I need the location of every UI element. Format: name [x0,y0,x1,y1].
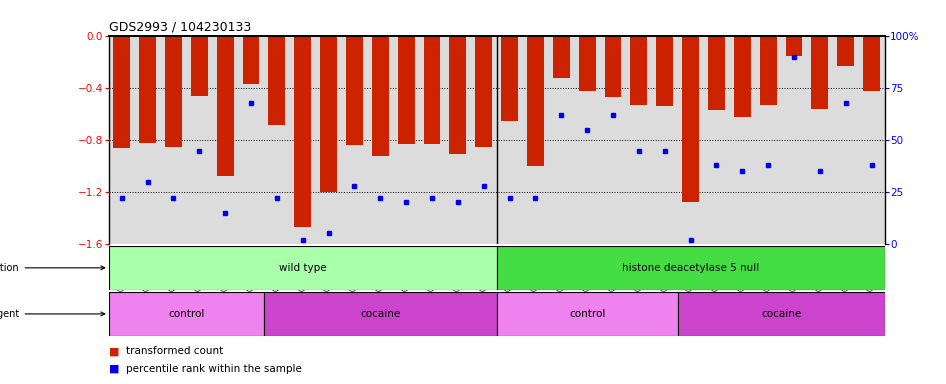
Bar [346,36,363,146]
Text: GDS2993 / 104230133: GDS2993 / 104230133 [109,21,251,34]
Bar [677,292,885,336]
Bar [604,36,622,98]
Text: ■: ■ [109,364,119,374]
Bar [217,36,234,177]
Bar [165,36,182,147]
Bar [527,36,544,166]
Bar [812,36,829,109]
Bar [552,36,569,78]
Bar [424,36,441,144]
Text: histone deacetylase 5 null: histone deacetylase 5 null [622,263,760,273]
Bar [242,36,259,84]
Bar [320,36,337,192]
Bar [109,246,497,290]
Text: control: control [168,309,204,319]
Bar [475,36,492,147]
Text: wild type: wild type [279,263,326,273]
Text: transformed count: transformed count [126,346,223,356]
Bar [708,36,725,110]
Bar [397,36,414,144]
Text: agent: agent [0,309,105,319]
Text: cocaine: cocaine [761,309,801,319]
Bar [264,292,497,336]
Bar [682,36,699,202]
Bar [501,36,518,121]
Bar [269,36,286,124]
Bar [139,36,156,143]
Bar [760,36,777,105]
Text: percentile rank within the sample: percentile rank within the sample [126,364,302,374]
Text: control: control [569,309,605,319]
Bar [114,36,131,148]
Text: cocaine: cocaine [360,309,400,319]
Bar [630,36,647,105]
Bar [497,292,677,336]
Bar [579,36,596,91]
Bar [191,36,208,96]
Bar [109,292,264,336]
Bar [497,246,885,290]
Bar [294,36,311,227]
Bar [785,36,802,56]
Text: genotype/variation: genotype/variation [0,263,105,273]
Bar [734,36,751,117]
Bar [837,36,854,66]
Text: ■: ■ [109,346,119,356]
Bar [372,36,389,156]
Bar [449,36,466,154]
Bar [863,36,880,91]
Bar [657,36,674,106]
